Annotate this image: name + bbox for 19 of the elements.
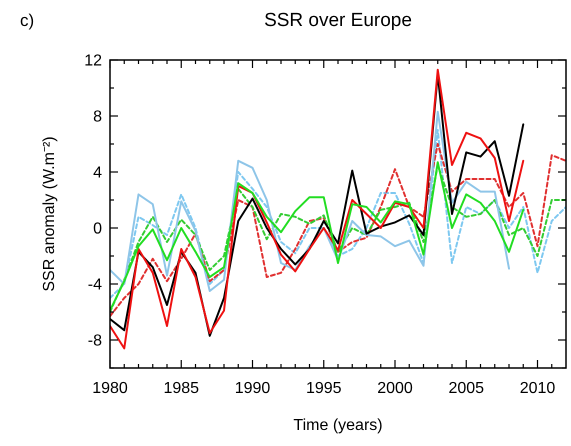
y-axis-title: SSR anomaly (W.m⁻²) (41, 136, 58, 292)
y-tick-label: -8 (88, 332, 102, 350)
y-tick-label: 12 (84, 52, 102, 70)
x-tick-label: 1990 (234, 380, 270, 397)
x-axis-title: Time (years) (293, 417, 383, 434)
x-tick-label: 2000 (377, 380, 413, 397)
line-series (110, 110, 510, 292)
x-tick-label: 2010 (520, 380, 556, 397)
y-tick-label: 8 (93, 108, 102, 126)
chart-title: SSR over Europe (264, 10, 412, 31)
x-tick-label: 1995 (306, 380, 342, 397)
x-tick-label: 2005 (448, 380, 484, 397)
y-tick-label: 4 (93, 164, 102, 182)
x-tick-label: 1980 (92, 380, 128, 397)
y-tick-label: 0 (93, 220, 102, 238)
line-series (110, 129, 566, 299)
x-tick-label: 1985 (163, 380, 200, 397)
text: c) (20, 11, 34, 30)
y-tick-label: -4 (88, 276, 102, 294)
